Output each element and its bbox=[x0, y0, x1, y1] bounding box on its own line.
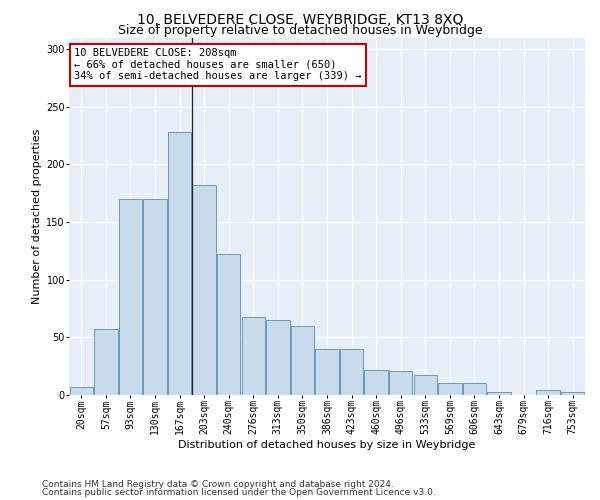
Y-axis label: Number of detached properties: Number of detached properties bbox=[32, 128, 42, 304]
Bar bbox=[340, 349, 363, 395]
X-axis label: Distribution of detached houses by size in Weybridge: Distribution of detached houses by size … bbox=[178, 440, 476, 450]
Bar bbox=[364, 370, 388, 395]
Bar bbox=[316, 349, 338, 395]
Bar bbox=[168, 132, 191, 395]
Bar bbox=[536, 390, 560, 395]
Bar bbox=[413, 376, 437, 395]
Bar bbox=[266, 320, 290, 395]
Bar bbox=[193, 185, 216, 395]
Bar bbox=[291, 326, 314, 395]
Text: Contains HM Land Registry data © Crown copyright and database right 2024.: Contains HM Land Registry data © Crown c… bbox=[42, 480, 394, 489]
Bar bbox=[463, 384, 486, 395]
Text: Size of property relative to detached houses in Weybridge: Size of property relative to detached ho… bbox=[118, 24, 482, 37]
Bar bbox=[94, 330, 118, 395]
Text: 10, BELVEDERE CLOSE, WEYBRIDGE, KT13 8XQ: 10, BELVEDERE CLOSE, WEYBRIDGE, KT13 8XQ bbox=[137, 12, 463, 26]
Bar bbox=[389, 371, 412, 395]
Bar bbox=[242, 316, 265, 395]
Bar bbox=[217, 254, 241, 395]
Bar bbox=[119, 199, 142, 395]
Bar bbox=[487, 392, 511, 395]
Bar bbox=[438, 384, 461, 395]
Bar bbox=[70, 387, 93, 395]
Text: 10 BELVEDERE CLOSE: 208sqm
← 66% of detached houses are smaller (650)
34% of sem: 10 BELVEDERE CLOSE: 208sqm ← 66% of deta… bbox=[74, 48, 362, 82]
Bar bbox=[561, 392, 584, 395]
Text: Contains public sector information licensed under the Open Government Licence v3: Contains public sector information licen… bbox=[42, 488, 436, 497]
Bar bbox=[143, 199, 167, 395]
